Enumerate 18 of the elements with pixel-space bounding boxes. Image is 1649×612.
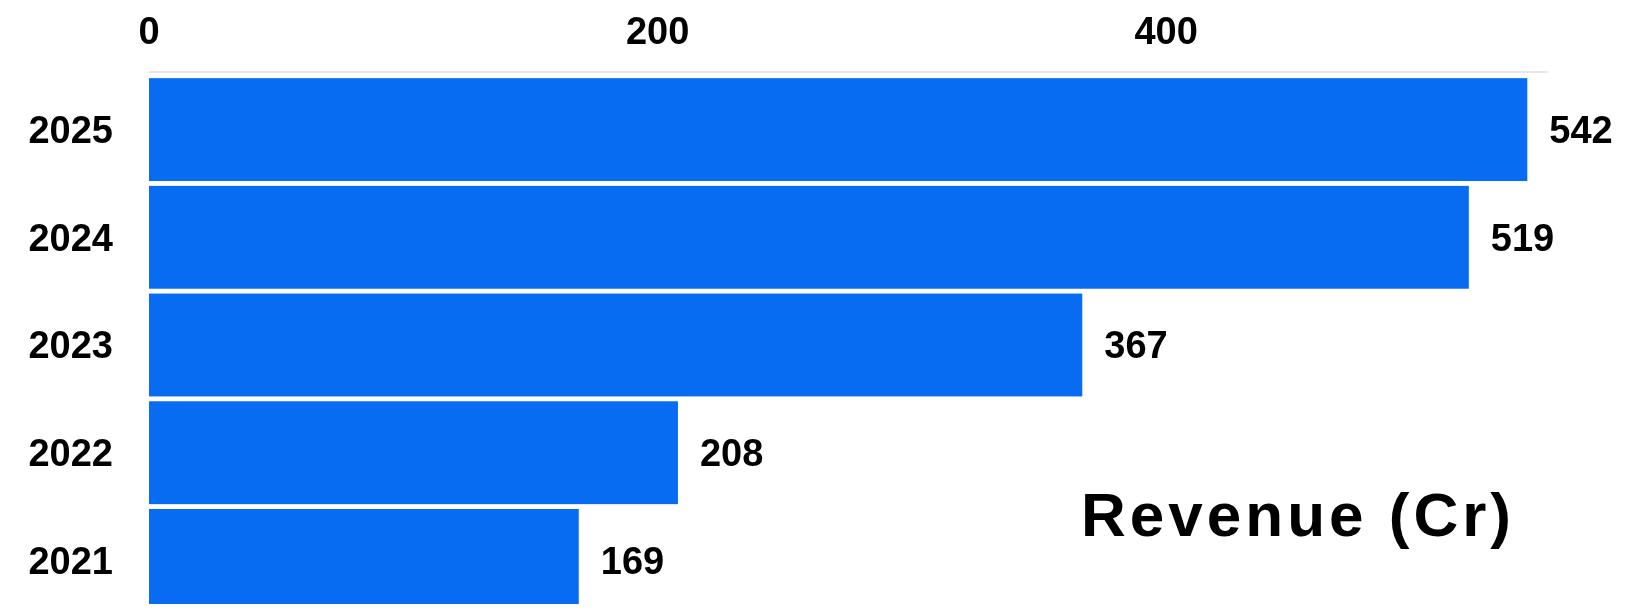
bar [149, 293, 1083, 397]
data-label: 208 [699, 432, 764, 475]
x-tick-label: 0 [138, 10, 160, 52]
x-tick-label: 400 [1134, 10, 1198, 52]
data-label: 542 [1549, 108, 1613, 151]
y-tick-label: 2023 [28, 324, 113, 367]
x-tick-label: 200 [625, 10, 690, 52]
y-tick-label: 2024 [28, 216, 113, 259]
data-label: 519 [1490, 216, 1555, 259]
y-tick-label: 2021 [28, 539, 113, 582]
x-axis-title: Revenue (Cr) [1081, 480, 1515, 549]
data-label: 169 [600, 539, 665, 582]
data-label: 367 [1104, 324, 1168, 367]
bar [149, 78, 1528, 182]
bar [149, 401, 678, 505]
y-tick-label: 2022 [28, 432, 113, 475]
bar [149, 185, 1469, 289]
y-tick-label: 2025 [28, 108, 113, 151]
